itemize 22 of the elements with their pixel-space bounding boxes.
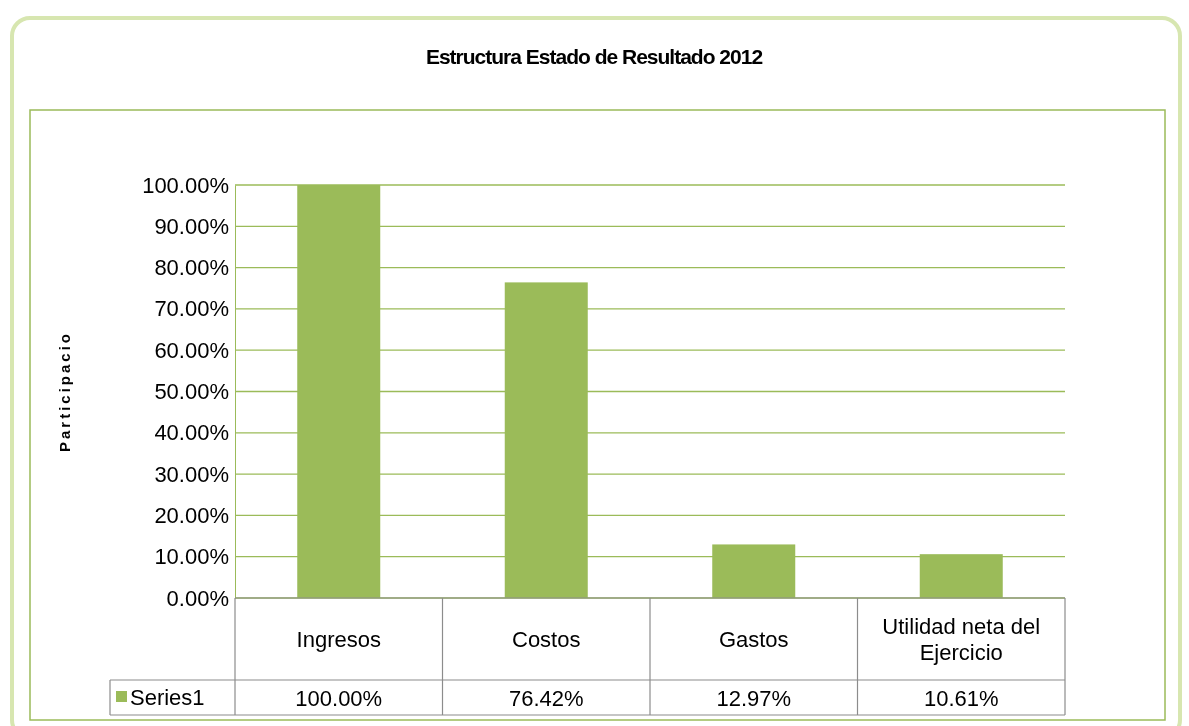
y-tick-label: 30.00% <box>154 461 229 487</box>
x-tick-label: Ingresos <box>296 627 381 652</box>
y-tick-label: 70.00% <box>154 296 229 322</box>
data-label: 12.97% <box>716 686 792 711</box>
y-tick-label: 20.00% <box>154 502 229 528</box>
y-tick-label: 60.00% <box>154 337 229 363</box>
data-label: 100.00% <box>295 686 383 711</box>
x-tick-label: Gastos <box>718 627 789 652</box>
data-label: 10.61% <box>923 686 999 711</box>
y-tick-label: 10.00% <box>154 544 229 570</box>
y-tick-label: 100.00% <box>142 172 229 198</box>
y-tick-label: 40.00% <box>154 420 229 446</box>
y-axis-title: Participacio <box>56 330 73 453</box>
y-tick-label: 0.00% <box>166 585 229 611</box>
x-tick-label: Costos <box>512 627 581 652</box>
y-tick-label: 80.00% <box>154 255 229 281</box>
x-tick-label: Utilidad neta del Ejercicio <box>882 614 1041 665</box>
y-tick-label: 50.00% <box>154 379 229 405</box>
y-tick-label: 90.00% <box>154 213 229 239</box>
data-label: 76.42% <box>508 686 584 711</box>
chart-title: Estructura Estado de Resultado 2012 <box>425 45 763 68</box>
legend-label: Series1 <box>130 685 205 710</box>
